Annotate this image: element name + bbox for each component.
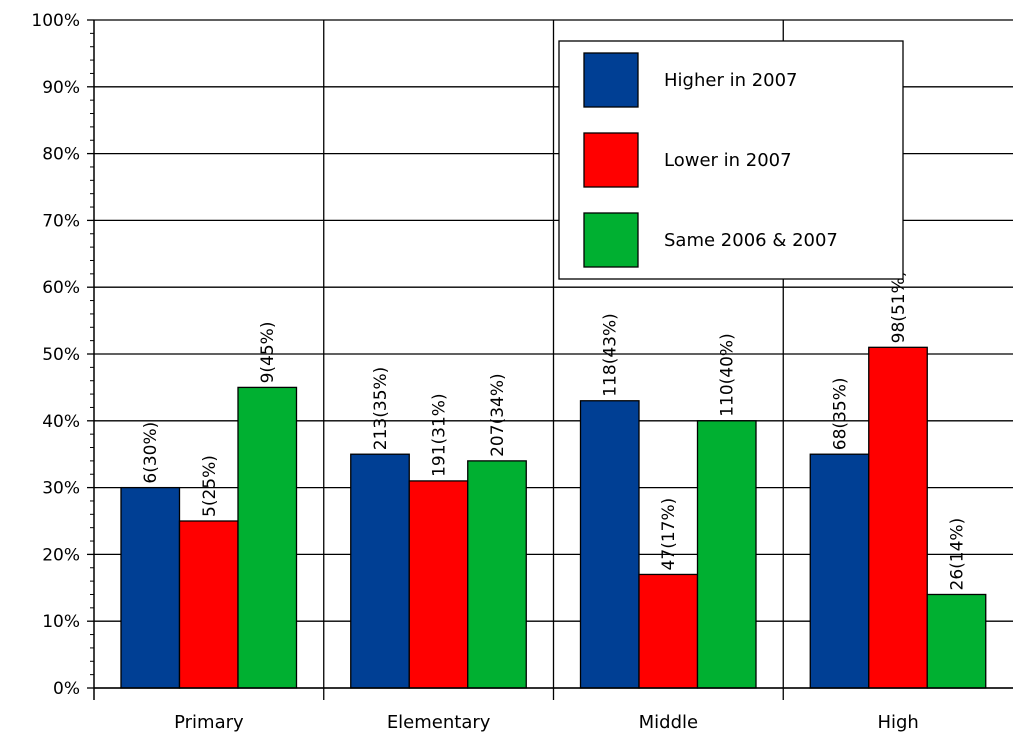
bar xyxy=(809,453,870,689)
y-tick-label: 80% xyxy=(42,145,80,165)
data-label: 110(40%) xyxy=(718,333,738,417)
y-tick-label: 90% xyxy=(42,78,80,98)
data-label: 5(25%) xyxy=(200,455,220,517)
data-label: 47(17%) xyxy=(659,498,679,571)
y-tick-label: 60% xyxy=(42,278,80,298)
data-label: 207(34%) xyxy=(488,373,508,457)
y-tick-label: 100% xyxy=(31,11,80,31)
data-label: 68(35%) xyxy=(831,378,851,451)
y-tick-label: 10% xyxy=(42,612,80,632)
bar xyxy=(237,386,298,689)
y-tick-label: 70% xyxy=(42,211,80,231)
legend-swatch xyxy=(583,132,639,188)
y-tick-label: 0% xyxy=(53,679,80,699)
data-labels: 6(30%) 5(25%) 9(45%) 213(35%) 191(31%) 207(34… xyxy=(141,271,967,591)
y-tick-label: 50% xyxy=(42,345,80,365)
bar xyxy=(467,460,527,689)
bars xyxy=(120,346,987,689)
data-label: 6(30%) xyxy=(141,422,161,484)
y-tick-label: 30% xyxy=(42,479,80,499)
bar xyxy=(926,593,987,689)
axes: 0% 10% 20% 30% 40% 50% 60% 70% 80% 90% 100% Primary… xyxy=(31,11,1013,733)
legend-label: Same 2006 & 2007 xyxy=(664,230,838,251)
y-tick-label: 40% xyxy=(42,412,80,432)
legend-label: Lower in 2007 xyxy=(664,150,792,171)
grid-lines xyxy=(94,19,1013,700)
x-tick-label: Elementary xyxy=(387,712,491,733)
bar xyxy=(408,480,469,689)
data-label: 26(14%) xyxy=(948,518,968,591)
bar xyxy=(120,486,181,689)
legend-label: Higher in 2007 xyxy=(664,70,798,91)
bar xyxy=(696,420,757,689)
data-label: 9(45%) xyxy=(258,322,278,384)
data-label: 213(35%) xyxy=(371,367,391,451)
data-label: 118(43%) xyxy=(601,313,621,397)
data-label: 191(31%) xyxy=(430,393,450,477)
x-tick-label: Middle xyxy=(639,712,698,733)
x-tick-label: Primary xyxy=(174,712,244,733)
legend-swatch xyxy=(583,52,639,108)
data-label: 98(51%) xyxy=(889,271,909,344)
legend-swatch xyxy=(583,212,639,268)
bar xyxy=(638,573,699,689)
y-tick-label: 20% xyxy=(42,545,80,565)
bar xyxy=(350,453,410,689)
bar xyxy=(579,400,640,689)
bar xyxy=(868,346,928,689)
x-tick-label: High xyxy=(877,712,918,733)
bar xyxy=(178,520,239,689)
legend: Higher in 2007 Lower in 2007 Same 2006 & 2… xyxy=(558,40,904,280)
